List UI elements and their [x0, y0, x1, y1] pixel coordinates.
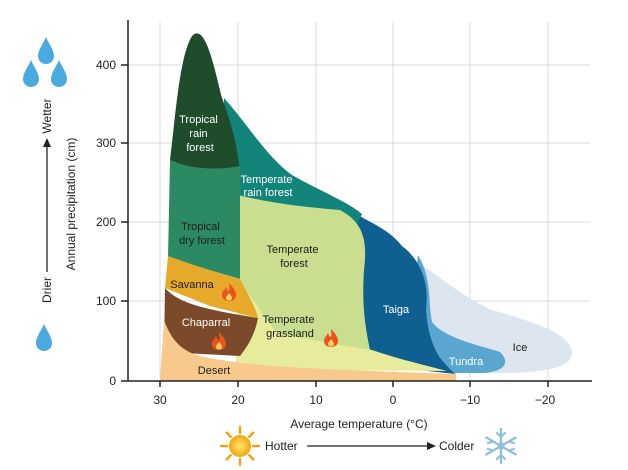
water-drop-icon	[51, 60, 67, 87]
temperate-grassland-region	[236, 278, 447, 371]
water-drop-icon	[23, 60, 39, 87]
biome-regions	[160, 33, 572, 381]
tropical-dry-forest-label: Tropical dry forest	[179, 221, 225, 247]
x-tick-labels: 30 20 10 0 −10 −20	[153, 393, 555, 407]
ice-label: Ice	[513, 342, 528, 354]
x-axis-title: Average temperature (°C)	[290, 417, 427, 431]
tropical-rain-forest-label: Tropical rain forest	[179, 114, 221, 154]
x-tick-label: 30	[153, 393, 167, 407]
desert-region	[160, 320, 456, 381]
y-tick-label: 0	[109, 374, 116, 388]
y-tick-label: 200	[96, 215, 116, 229]
snowflake-icon	[485, 427, 517, 465]
biome-labels: Tropical rain forest Temperate rain fore…	[170, 114, 527, 377]
fire-icon	[212, 332, 226, 350]
water-drop-icon	[36, 324, 52, 351]
arrow-head-icon	[43, 138, 51, 147]
x-tick-label: 20	[231, 393, 245, 407]
fire-icons	[212, 283, 338, 350]
taiga-label: Taiga	[383, 304, 410, 316]
arrow-head-icon	[427, 442, 436, 450]
temperature-gradient: Hotter Colder	[219, 425, 517, 467]
fire-icon	[324, 329, 338, 347]
water-drop-icons	[23, 37, 67, 351]
taiga-region	[340, 205, 456, 374]
fire-icon	[222, 283, 236, 301]
tundra-label: Tundra	[449, 356, 484, 368]
x-tick-label: 0	[390, 393, 397, 407]
temperate-rain-forest-label: Temperate rain forest	[240, 174, 295, 199]
y-tick-label: 300	[96, 136, 116, 150]
savanna-region	[165, 256, 258, 318]
chaparral-label: Chaparral	[182, 317, 230, 329]
savanna-label: Savanna	[170, 279, 214, 291]
axes	[121, 20, 592, 387]
x-tick-label: −10	[460, 393, 481, 407]
y-tick-label: 400	[96, 58, 116, 72]
x-tick-label: 10	[309, 393, 323, 407]
sun-icon	[219, 425, 261, 467]
y-axis-title: Annual precipitation (cm)	[64, 138, 78, 271]
y-tick-label: 100	[96, 294, 116, 308]
temperate-forest-region	[238, 195, 370, 350]
tropical-dry-forest-region	[168, 160, 240, 279]
chaparral-region	[164, 288, 258, 356]
y-tick-labels: 400 300 200 100 0	[96, 58, 116, 388]
water-drop-icon	[38, 37, 54, 64]
temperate-grassland-label: Temperate grassland	[262, 314, 317, 340]
temperate-forest-label: Temperate forest	[266, 244, 321, 270]
drier-label: Drier	[40, 277, 54, 303]
colder-label: Colder	[439, 439, 474, 453]
hotter-label: Hotter	[265, 439, 298, 453]
tropical-rain-forest-region	[170, 33, 240, 173]
temperate-rain-forest-region	[224, 98, 362, 226]
x-tick-label: −20	[535, 393, 556, 407]
desert-label: Desert	[198, 365, 230, 377]
moisture-gradient: Wetter Drier	[40, 98, 54, 303]
wetter-label: Wetter	[40, 98, 54, 133]
